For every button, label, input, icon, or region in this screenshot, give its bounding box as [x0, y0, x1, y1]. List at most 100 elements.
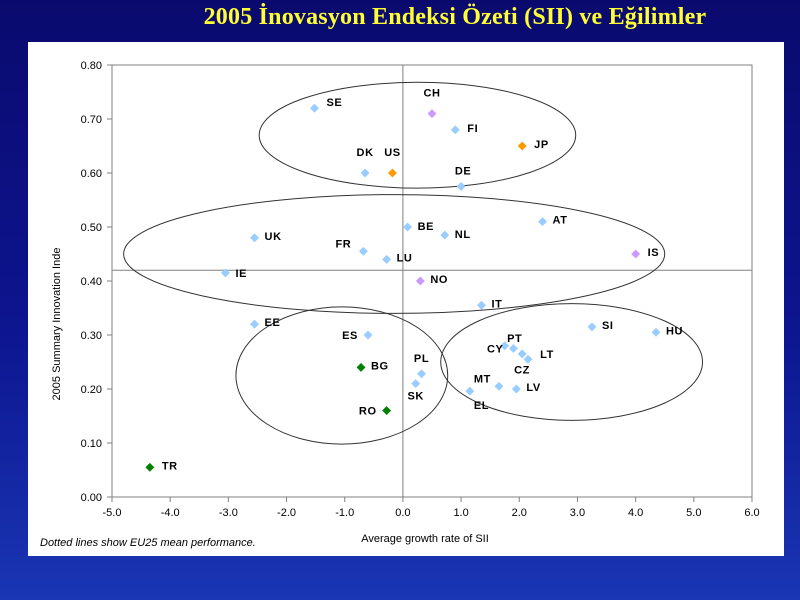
point-label-lv: LV: [526, 382, 541, 394]
slide-title: 2005 İnovasyon Endeksi Özeti (SII) ve Eğ…: [203, 4, 707, 30]
y-tick-label: 0.30: [81, 330, 102, 342]
point-label-ie: IE: [235, 268, 247, 280]
cluster-ellipse: [258, 81, 577, 189]
point-us: [387, 168, 397, 178]
x-tick-label: 5.0: [686, 507, 701, 519]
point-label-si: SI: [602, 320, 614, 332]
point-fr: [358, 246, 368, 256]
point-label-mt: MT: [474, 373, 491, 385]
point-is: [631, 249, 641, 259]
point-nl: [440, 230, 450, 240]
x-tick-label: -4.0: [161, 507, 180, 519]
point-jp: [517, 141, 527, 151]
point-label-cy: CY: [487, 344, 504, 356]
point-label-jp: JP: [534, 139, 549, 151]
point-uk: [249, 233, 260, 243]
point-no: [415, 276, 425, 286]
x-tick-label: 1.0: [453, 507, 468, 519]
point-label-it: IT: [491, 298, 502, 310]
y-tick-label: 0.60: [81, 168, 102, 180]
point-label-fi: FI: [467, 123, 478, 135]
point-si: [587, 322, 597, 332]
point-label-fr: FR: [335, 238, 351, 250]
point-pt: [500, 341, 510, 351]
x-tick-label: 0.0: [395, 507, 410, 519]
point-label-bg: BG: [371, 360, 389, 372]
point-at: [537, 217, 548, 227]
point-cz: [523, 354, 533, 364]
point-label-pt: PT: [507, 333, 522, 345]
point-label-ro: RO: [359, 406, 377, 418]
point-label-cz: CZ: [514, 364, 530, 376]
cluster-ellipse: [235, 306, 449, 445]
point-label-hu: HU: [666, 325, 683, 337]
x-tick-label: 2.0: [512, 507, 527, 519]
x-tick-label: -5.0: [103, 507, 122, 519]
point-ch: [427, 109, 437, 119]
point-label-is: IS: [648, 247, 660, 259]
x-axis-label: Average growth rate of SII: [361, 533, 489, 545]
point-label-es: ES: [342, 330, 358, 342]
point-label-lt: LT: [540, 349, 554, 361]
point-label-se: SE: [326, 97, 342, 109]
x-tick-label: 4.0: [628, 507, 643, 519]
x-tick-label: -1.0: [335, 507, 354, 519]
point-mt: [494, 381, 504, 391]
scatter-chart: -5.0 -4.0 -3.0 -2.0 -1.0 0.0 1.0 2.0 3.0 4.0 5.0 6.…: [40, 60, 760, 549]
point-es: [363, 330, 373, 340]
point-tr: [145, 462, 155, 472]
x-tick-label: -2.0: [277, 507, 296, 519]
point-sk: [411, 379, 421, 389]
point-label-ee: EE: [265, 317, 281, 329]
point-label-sk: SK: [407, 391, 423, 403]
point-label-nl: NL: [455, 229, 471, 241]
point-label-de: DE: [455, 166, 471, 178]
x-tick-label: 6.0: [744, 507, 759, 519]
point-fi: [450, 125, 460, 135]
point-label-us: US: [384, 147, 400, 159]
footnote: Dotted lines show EU25 mean performance.: [40, 537, 256, 549]
point-label-no: NO: [430, 274, 448, 286]
y-tick-label: 0.50: [81, 222, 102, 234]
point-be: [403, 222, 413, 232]
y-axis-label: 2005 Summary Innovation Inde: [51, 248, 63, 401]
point-el: [465, 386, 475, 396]
point-label-at: AT: [553, 215, 568, 227]
y-tick-label: 0.80: [81, 60, 102, 72]
point-label-be: BE: [418, 221, 434, 233]
point-de: [456, 181, 466, 192]
cluster-ellipses: [123, 81, 704, 445]
chart-panel: -5.0 -4.0 -3.0 -2.0 -1.0 0.0 1.0 2.0 3.0 4.0 5.0 6.…: [28, 42, 784, 556]
point-pl: [416, 369, 427, 379]
axis-layer: -5.0 -4.0 -3.0 -2.0 -1.0 0.0 1.0 2.0 3.0 4.0 5.0 6.…: [81, 60, 760, 519]
x-tick-label: -3.0: [219, 507, 238, 519]
point-bg: [356, 362, 366, 372]
y-tick-label: 0.40: [81, 276, 102, 288]
point-lv: [511, 384, 521, 394]
point-ro: [382, 406, 392, 416]
y-tick-label: 0.20: [81, 384, 102, 396]
point-se: [309, 103, 320, 113]
point-label-uk: UK: [265, 231, 282, 243]
point-ie: [220, 268, 231, 278]
cluster-ellipse: [440, 303, 704, 421]
point-label-el: EL: [474, 400, 489, 412]
point-label-ch: CH: [423, 88, 440, 100]
y-tick-label: 0.70: [81, 114, 102, 126]
point-cy: [508, 343, 519, 354]
x-tick-label: 3.0: [570, 507, 585, 519]
point-lu: [382, 254, 392, 264]
point-lt: [517, 349, 527, 359]
label-layer: SE CH FI JP DK US DE AT BE NL UK FR IS LU IE NO IT EE SI HU…: [162, 88, 683, 473]
point-layer: [145, 103, 661, 472]
point-dk: [360, 168, 370, 178]
point-hu: [651, 327, 661, 337]
point-label-tr: TR: [162, 460, 178, 472]
point-ee: [249, 319, 260, 329]
point-label-dk: DK: [357, 147, 374, 159]
point-label-pl: PL: [414, 353, 429, 365]
point-label-lu: LU: [397, 252, 413, 264]
cluster-ellipse: [123, 194, 666, 314]
point-it: [476, 300, 487, 310]
y-tick-label: 0.10: [81, 438, 102, 450]
